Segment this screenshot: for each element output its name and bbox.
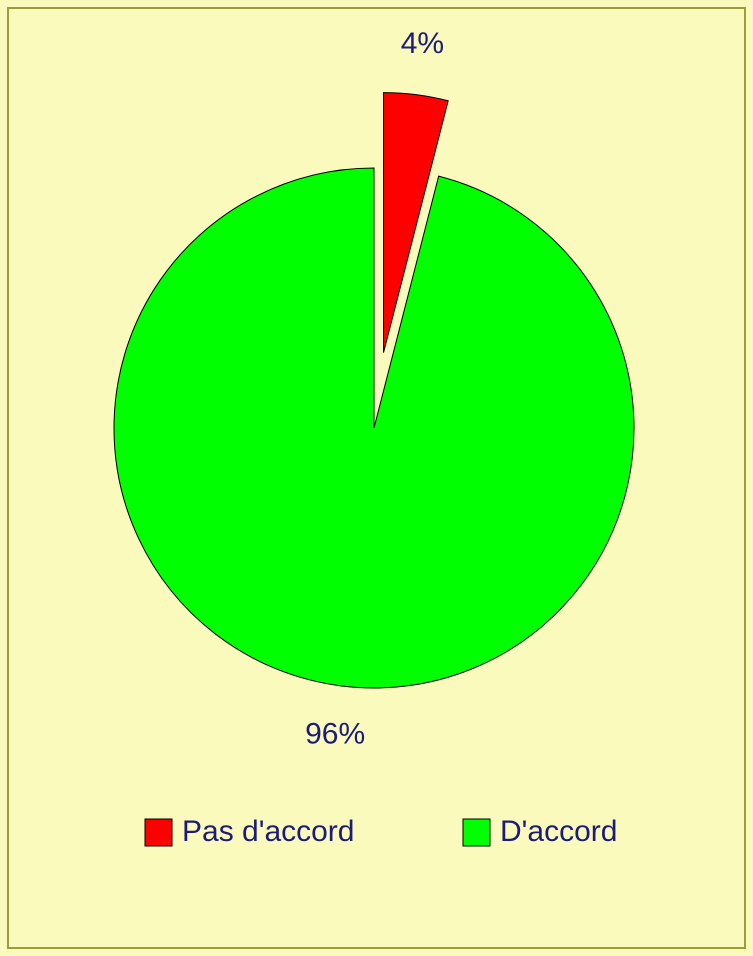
- data-label: 4%: [401, 27, 444, 60]
- legend-label: D'accord: [500, 815, 617, 848]
- data-label: 96%: [305, 717, 365, 750]
- legend-swatch: [144, 818, 173, 847]
- legend-swatch: [462, 818, 491, 847]
- pie-slice: [383, 92, 449, 353]
- legend-label: Pas d'accord: [182, 815, 355, 848]
- pie-slice: [113, 167, 635, 689]
